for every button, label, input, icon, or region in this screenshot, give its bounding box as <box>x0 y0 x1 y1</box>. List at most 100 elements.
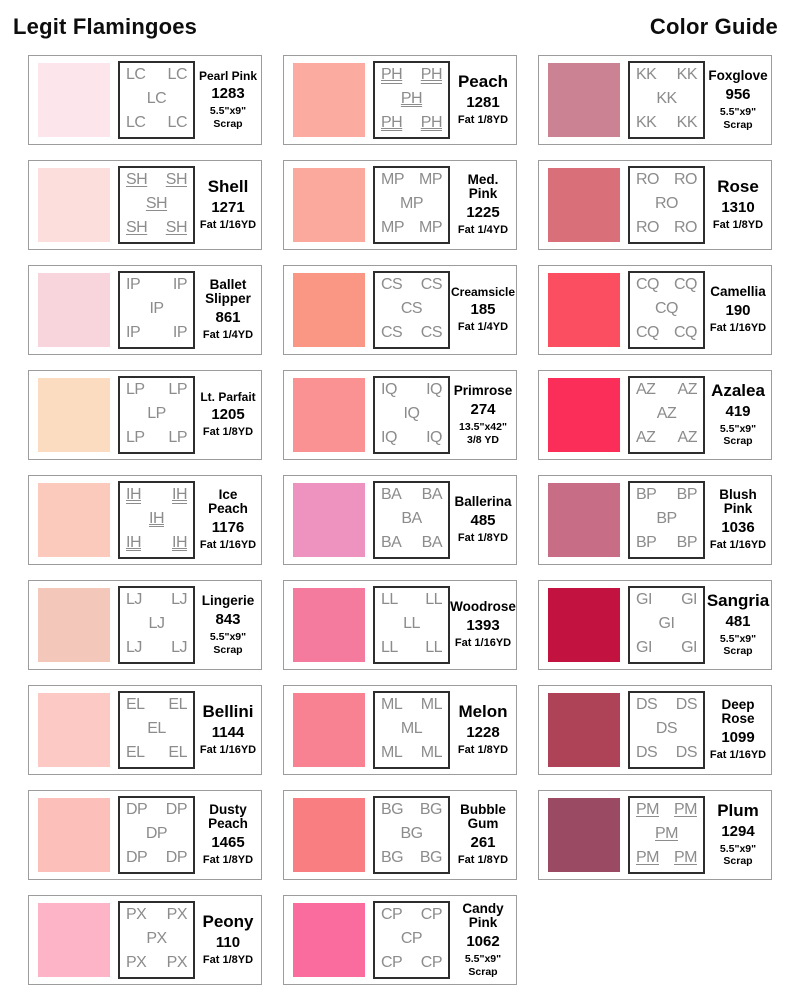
color-name: Bellini <box>202 702 254 722</box>
fabric-color-swatch <box>38 378 110 452</box>
color-code-box: LC LC LC LC LC <box>118 61 195 139</box>
color-code: SH <box>126 218 148 236</box>
color-code: CS <box>381 276 403 293</box>
color-number: 956 <box>725 86 751 104</box>
code-row-bottom: IH IH <box>126 534 188 552</box>
code-row-middle: IP <box>126 300 187 318</box>
color-code: PH <box>381 113 403 131</box>
color-code: CS <box>420 323 443 341</box>
color-code: SH <box>165 171 188 188</box>
color-code: PX <box>126 953 147 971</box>
color-info: Peony 110 Fat 1/8YD <box>195 913 261 967</box>
code-row-top: PM PM <box>636 801 698 819</box>
code-row-top: BA BA <box>381 486 443 504</box>
color-code: GI <box>681 591 697 608</box>
color-code: DS <box>675 743 698 761</box>
color-info: Deep Rose 1099 Fat 1/16YD <box>705 697 771 762</box>
code-row-bottom: DS DS <box>636 743 698 762</box>
color-code-box: CP CP CP CP CP <box>373 901 450 979</box>
color-code: BG <box>400 824 423 842</box>
color-name: Plum <box>717 801 759 821</box>
color-number: 481 <box>725 613 751 631</box>
code-row-top: CQ CQ <box>636 276 698 294</box>
code-row-bottom: AZ AZ <box>636 429 698 447</box>
color-code: GI <box>636 591 652 608</box>
color-code: IP <box>172 323 188 341</box>
color-code: DP <box>126 801 148 818</box>
color-code: DS <box>636 696 658 713</box>
code-row-middle: CP <box>381 930 442 948</box>
color-code: BP <box>636 486 657 503</box>
fabric-color-swatch <box>38 693 110 767</box>
color-card: PM PM PM PM PM Plum 1294 5.5"x9" Scrap <box>538 790 772 880</box>
color-code: IQ <box>426 381 442 398</box>
color-number: 1205 <box>211 406 245 424</box>
color-code: BG <box>419 801 443 818</box>
color-code: CQ <box>674 276 698 293</box>
color-code: EL <box>168 743 187 761</box>
cut-size: Fat 1/16YD <box>199 743 257 756</box>
color-code: RO <box>674 171 698 188</box>
code-row-middle: PX <box>126 930 187 948</box>
color-number: 861 <box>215 309 241 327</box>
color-code: KK <box>636 113 657 131</box>
fabric-color-swatch <box>293 378 365 452</box>
code-row-top: CP CP <box>381 906 443 924</box>
code-row-top: SH SH <box>126 171 188 189</box>
color-info: Bellini 1144 Fat 1/16YD <box>195 703 261 757</box>
color-name: Lingerie <box>201 593 255 609</box>
fabric-color-swatch <box>293 588 365 662</box>
code-row-top: MP MP <box>381 171 443 189</box>
color-code: BG <box>381 801 404 818</box>
color-info: Sangria 481 5.5"x9" Scrap <box>705 592 771 658</box>
color-info: Candy Pink 1062 5.5"x9" Scrap <box>450 900 516 978</box>
code-row-middle: DP <box>126 825 187 843</box>
color-code: BP <box>656 509 677 527</box>
color-code: SH <box>126 171 148 188</box>
guide-title: Color Guide <box>649 14 778 39</box>
color-code: PH <box>420 113 443 131</box>
color-code-box: ML ML ML ML ML <box>373 691 450 769</box>
color-number: 1281 <box>466 93 500 111</box>
cut-size: Fat 1/8YD <box>202 854 254 867</box>
code-row-middle: AZ <box>636 405 697 423</box>
code-row-top: EL EL <box>126 696 187 714</box>
color-code-box: BA BA BA BA BA <box>373 481 450 559</box>
color-code: AZ <box>636 381 656 398</box>
color-code: KK <box>676 113 698 131</box>
fabric-color-swatch <box>38 903 110 977</box>
color-name: Rose <box>717 177 759 197</box>
color-card: LL LL LL LL LL Woodrose 1393 Fat 1/16YD <box>283 580 517 670</box>
color-card: IQ IQ IQ IQ IQ Primrose 274 13.5"x42" 3/… <box>283 370 517 460</box>
code-row-top: AZ AZ <box>636 381 698 399</box>
color-code: EL <box>168 696 187 713</box>
color-code: BP <box>676 486 698 503</box>
code-row-middle: BP <box>636 510 697 528</box>
color-info: Blush Pink 1036 Fat 1/16YD <box>705 487 771 552</box>
code-row-middle: EL <box>126 720 187 738</box>
cut-size: Fat 1/8YD <box>457 113 509 126</box>
code-row-middle: MP <box>381 195 442 213</box>
code-row-bottom: LC LC <box>126 114 188 132</box>
code-row-middle: IH <box>126 510 187 528</box>
fabric-color-swatch <box>293 483 365 557</box>
color-number: 1465 <box>211 834 245 852</box>
color-name: Bubble Gum <box>460 801 506 832</box>
code-row-bottom: ML ML <box>381 744 443 762</box>
page-header: Legit Flamingoes Color Guide <box>13 14 778 40</box>
color-code: KK <box>636 66 657 83</box>
color-name: Lt. Parfait <box>200 389 256 404</box>
color-name: Candy Pink <box>462 900 504 931</box>
color-code: PH <box>381 66 403 83</box>
code-row-top: BG BG <box>381 801 443 819</box>
color-code: DS <box>636 743 658 761</box>
color-name: Azalea <box>711 381 765 401</box>
color-code: LJ <box>171 591 187 608</box>
color-name: Camellia <box>710 283 766 299</box>
color-card: BA BA BA BA BA Ballerina 485 Fat 1/8YD <box>283 475 517 565</box>
cut-size: 5.5"x9" Scrap <box>719 106 757 131</box>
color-code: LJ <box>171 638 187 656</box>
color-info: Shell 1271 Fat 1/16YD <box>195 178 261 232</box>
cut-size: Fat 1/4YD <box>202 329 254 342</box>
cut-size: Fat 1/8YD <box>457 743 509 756</box>
